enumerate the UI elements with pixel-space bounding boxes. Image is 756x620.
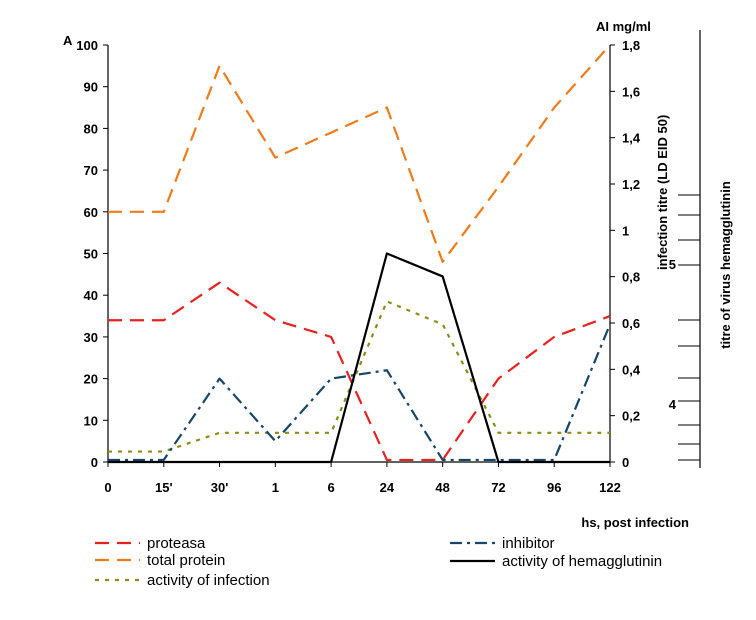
legend-label: proteasa xyxy=(147,535,206,552)
x-axis-label: hs, post infection xyxy=(581,515,689,530)
left-tick-label: 50 xyxy=(84,247,98,262)
left-tick-label: 10 xyxy=(84,413,98,428)
right-tick-label: 1 xyxy=(622,223,629,238)
x-tick-label: 15' xyxy=(155,480,173,495)
left-tick-label: 20 xyxy=(84,372,98,387)
right-tick-label: 1,6 xyxy=(622,84,640,99)
right-tick-label: 1,4 xyxy=(622,131,641,146)
series-line-3 xyxy=(108,323,612,462)
series-line-4 xyxy=(108,252,610,464)
far-right-tick-label: 4 xyxy=(669,397,677,412)
left-tick-label: 80 xyxy=(84,121,98,136)
x-tick-label: 0 xyxy=(104,480,111,495)
left-tick-label: 100 xyxy=(76,38,98,53)
left-tick-label: 40 xyxy=(84,288,98,303)
axes xyxy=(107,30,701,468)
right-tick-label: 0,4 xyxy=(622,362,641,377)
right-tick-label: 0,6 xyxy=(622,316,640,331)
x-tick-label: 1 xyxy=(272,480,279,495)
series-line-1 xyxy=(108,44,611,263)
x-tick-label: 96 xyxy=(547,480,561,495)
left-tick-label: 0 xyxy=(91,455,98,470)
right-tick-label: 1,2 xyxy=(622,177,640,192)
series-line-2 xyxy=(108,300,610,453)
right-axis-label: AI mg/ml xyxy=(596,19,651,34)
series-lines xyxy=(108,44,612,464)
ticks: 010203040506070809010000,20,40,60,811,21… xyxy=(63,19,733,530)
x-tick-label: 72 xyxy=(491,480,505,495)
right-tick-label: 1,8 xyxy=(622,38,640,53)
right-tick-label: 0 xyxy=(622,455,629,470)
x-tick-label: 30' xyxy=(211,480,229,495)
legend-label: activity of hemagglutinin xyxy=(502,553,662,570)
left-tick-label: 70 xyxy=(84,163,98,178)
x-tick-label: 48 xyxy=(435,480,449,495)
left-tick-label: 30 xyxy=(84,330,98,345)
panel-letter: A xyxy=(63,33,73,48)
right-tick-label: 0,2 xyxy=(622,409,640,424)
right-tick-label: 0,8 xyxy=(622,270,640,285)
x-tick-label: 122 xyxy=(599,480,621,495)
far-right-axis-label: titre of virus hemagglutinin xyxy=(718,181,733,349)
far-right-tick-label: 5 xyxy=(669,257,676,272)
legend-label: activity of infection xyxy=(147,572,270,589)
left-tick-label: 90 xyxy=(84,80,98,95)
legend-label: inhibitor xyxy=(502,535,555,552)
legend-label: total protein xyxy=(147,552,225,569)
series-line-0 xyxy=(108,281,611,462)
x-tick-label: 24 xyxy=(380,480,395,495)
x-tick-label: 6 xyxy=(327,480,334,495)
infection-titre-label: infection titre (LD EID 50) xyxy=(655,115,670,270)
left-tick-label: 60 xyxy=(84,205,98,220)
